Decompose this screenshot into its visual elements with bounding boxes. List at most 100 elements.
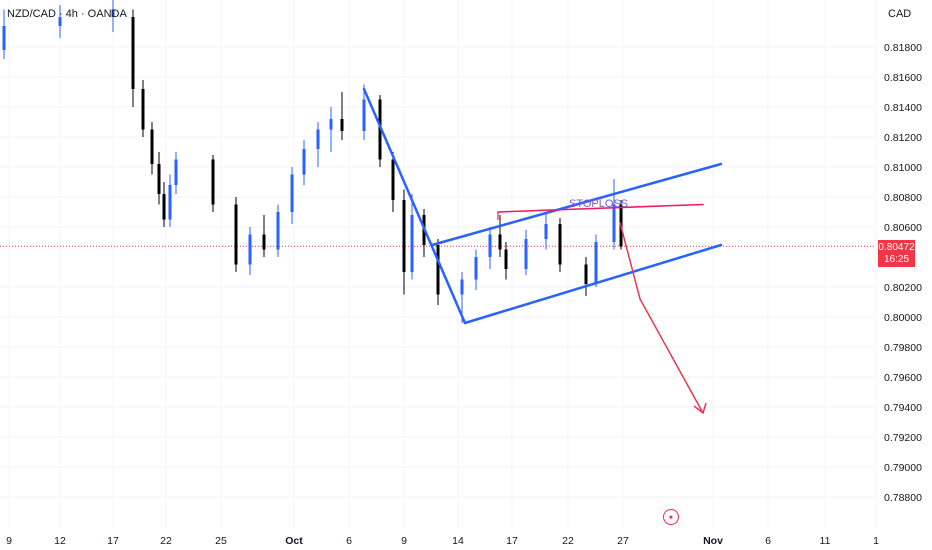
candle-body xyxy=(524,239,528,269)
y-axis-tick-label: 0.80600 xyxy=(884,222,922,234)
candle-body xyxy=(168,185,172,220)
candle-body xyxy=(316,129,320,149)
candle-body xyxy=(276,212,280,250)
candle-body xyxy=(262,234,266,250)
y-axis-tick-label: 0.80200 xyxy=(884,282,922,294)
x-axis-tick-label: 25 xyxy=(215,535,227,547)
candle xyxy=(474,249,478,290)
currency-label: CAD xyxy=(888,8,912,20)
candle xyxy=(558,218,562,272)
candle xyxy=(131,9,135,107)
y-axis-tick-label: 0.79000 xyxy=(884,462,922,474)
candle-body xyxy=(290,174,294,212)
channel-upper-line xyxy=(430,162,723,247)
candle xyxy=(378,95,382,167)
candle-body xyxy=(157,164,161,194)
target-arrow-head xyxy=(693,402,707,415)
candle xyxy=(2,9,6,59)
candle-body xyxy=(131,17,135,89)
candle-body xyxy=(302,149,306,175)
x-axis-tick-label: Oct xyxy=(285,535,303,547)
candle-body xyxy=(141,89,145,130)
last-price-value: 0.80472 xyxy=(878,242,915,253)
y-axis-tick-label: 0.79800 xyxy=(884,342,922,354)
candle xyxy=(157,152,161,205)
x-axis-tick-label: 11 xyxy=(820,535,831,547)
x-axis-tick-label: 17 xyxy=(506,535,518,547)
y-axis-tick-label: 0.81000 xyxy=(884,162,922,174)
candle xyxy=(362,84,366,140)
candle-body xyxy=(340,119,344,131)
candle xyxy=(544,212,548,250)
candle xyxy=(276,204,280,257)
candle xyxy=(584,257,588,296)
x-axis-tick-label: 27 xyxy=(617,535,629,547)
candle xyxy=(141,80,145,137)
candle-body xyxy=(174,159,178,185)
candle-body xyxy=(391,159,395,200)
x-axis-tick-label: 22 xyxy=(562,535,574,547)
candle-body xyxy=(162,194,166,220)
y-axis-tick-label: 0.80800 xyxy=(884,192,922,204)
candle xyxy=(594,234,598,287)
candle xyxy=(329,107,333,152)
y-axis-tick-label: 0.79200 xyxy=(884,432,922,444)
y-axis-tick-label: 0.81800 xyxy=(884,42,922,54)
canada-flag-icon[interactable]: ✦ xyxy=(663,509,679,525)
candle xyxy=(111,0,115,32)
stoploss-label: STOPLOSS xyxy=(569,198,628,210)
candle xyxy=(391,152,395,212)
x-axis-tick-label: 12 xyxy=(54,535,66,547)
candle-body xyxy=(378,99,382,160)
candle-body xyxy=(248,234,252,265)
candle-body xyxy=(436,245,440,295)
candle xyxy=(234,197,238,272)
candle-body xyxy=(488,234,492,257)
candle-body xyxy=(234,204,238,265)
candle-body xyxy=(544,224,548,239)
x-axis-tick-label: 9 xyxy=(6,535,12,547)
candle-body xyxy=(211,159,215,205)
candle-body xyxy=(58,17,62,26)
target-arrow xyxy=(619,222,704,414)
candle xyxy=(402,189,406,295)
candle xyxy=(162,182,166,227)
x-axis-tick-label: 14 xyxy=(452,535,464,547)
symbol-title: NZD/CAD · 4h · OANDA xyxy=(7,8,127,20)
candle xyxy=(498,215,502,257)
candle xyxy=(488,227,492,269)
candle xyxy=(174,152,178,194)
candle xyxy=(248,227,252,275)
y-axis-tick-label: 0.81200 xyxy=(884,132,922,144)
x-axis-tick-label: 9 xyxy=(401,535,407,547)
candle xyxy=(150,122,154,175)
candle-body xyxy=(498,234,502,250)
stoploss-line xyxy=(497,203,704,213)
candle xyxy=(612,179,616,250)
candle-body xyxy=(474,257,478,280)
candle-body xyxy=(150,129,154,164)
x-axis-tick-label: 6 xyxy=(346,535,352,547)
bar-countdown: 16:25 xyxy=(883,254,910,265)
candle xyxy=(262,215,266,257)
y-axis-tick-label: 0.79400 xyxy=(884,402,922,414)
candle-body xyxy=(402,200,406,272)
candle-body xyxy=(460,279,464,295)
candle xyxy=(524,230,528,275)
candle xyxy=(436,239,440,305)
candle xyxy=(504,242,508,280)
x-axis-tick-label: 1 xyxy=(873,535,879,547)
y-axis-tick-label: 0.79600 xyxy=(884,372,922,384)
y-axis-tick-label: 0.78800 xyxy=(884,492,922,504)
candle-body xyxy=(329,119,333,130)
candle xyxy=(168,174,172,227)
candle-body xyxy=(362,99,366,131)
candle xyxy=(316,122,320,167)
candle xyxy=(211,155,215,212)
x-axis-tick-label: Nov xyxy=(703,535,723,547)
candle xyxy=(290,167,294,224)
y-axis-tick-label: 0.81600 xyxy=(884,72,922,84)
candle xyxy=(410,194,414,280)
candle-body xyxy=(410,215,414,272)
